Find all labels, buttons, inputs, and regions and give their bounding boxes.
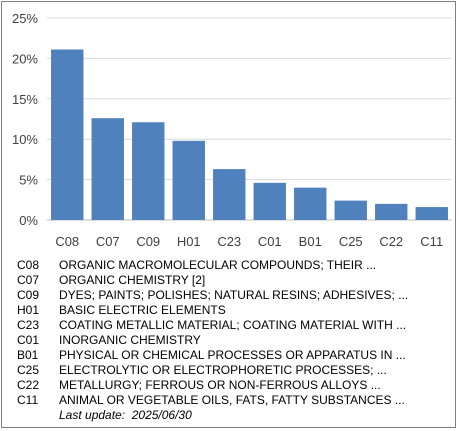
last-update-text: Last update: 2025/06/30 [59, 408, 192, 422]
bar-c25 [334, 200, 367, 220]
legend-item: C09 DYES; PAINTS; POLISHES; NATURAL RESIN… [17, 288, 447, 303]
legend-item: C08 ORGANIC MACROMOLECULAR COMPOUNDS; THE… [17, 258, 447, 273]
x-tick-label: C09 [136, 234, 160, 249]
y-tick-label: 25% [12, 11, 38, 26]
legend-item: C22 METALLURGY; FERROUS OR NON-FERROUS AL… [17, 378, 447, 393]
legend-item: C25 ELECTROLYTIC OR ELECTROPHORETIC PROCE… [17, 363, 447, 378]
legend-label: ORGANIC MACROMOLECULAR COMPOUNDS; THEIR … [59, 258, 377, 272]
legend-label: ELECTROLYTIC OR ELECTROPHORETIC PROCESSE… [59, 363, 387, 377]
legend-code: H01 [17, 303, 40, 317]
bars [51, 49, 448, 221]
x-tick-label: C08 [55, 234, 79, 249]
y-tick-label: 5% [19, 173, 38, 188]
legend-item: H01 BASIC ELECTRIC ELEMENTS [17, 303, 447, 318]
legend-label: ORGANIC CHEMISTRY [2] [59, 273, 206, 287]
y-tick-label: 0% [19, 213, 38, 228]
legend-code: C07 [17, 273, 40, 287]
bar-c01 [253, 182, 286, 220]
legend-code: C25 [17, 363, 40, 377]
legend-label: COATING METALLIC MATERIAL; COATING MATER… [59, 318, 407, 332]
legend-label: PHYSICAL OR CHEMICAL PROCESSES OR APPARA… [59, 348, 406, 362]
legend-item: C01 INORGANIC CHEMISTRY [17, 333, 447, 348]
bar-c22 [375, 203, 408, 220]
legend-item: C11 ANIMAL OR VEGETABLE OILS, FATS, FATTY… [17, 393, 447, 408]
bar-chart: 0% 5% 10% 15% 20% 25% C08 C07 C09 H01 C23 C01 B01 C2… [12, 11, 452, 249]
y-tick-label: 10% [12, 132, 38, 147]
legend-label: DYES; PAINTS; POLISHES; NATURAL RESINS; … [59, 288, 409, 302]
x-tick-label: C11 [420, 234, 443, 249]
y-tick-label: 15% [12, 92, 38, 107]
bar-c09 [132, 122, 165, 220]
x-tick-label: B01 [299, 234, 322, 249]
bar-c08 [51, 49, 84, 221]
x-tick-label: C22 [379, 234, 403, 249]
bar-b01 [294, 187, 327, 220]
legend-label: BASIC ELECTRIC ELEMENTS [59, 303, 226, 317]
legend-code: C23 [17, 318, 40, 332]
y-axis-ticks: 0% 5% 10% 15% 20% 25% [12, 11, 38, 228]
legend-code: C01 [17, 333, 40, 347]
x-tick-label: C01 [258, 234, 282, 249]
legend-label: ANIMAL OR VEGETABLE OILS, FATS, FATTY SU… [59, 393, 405, 407]
legend-item: C07 ORGANIC CHEMISTRY [2] [17, 273, 447, 288]
legend-code: B01 [17, 348, 39, 362]
x-tick-label: C23 [217, 234, 241, 249]
bar-c07 [91, 118, 124, 220]
bar-h01 [172, 140, 205, 220]
legend-item: C23 COATING METALLIC MATERIAL; COATING MA… [17, 318, 447, 333]
bar-c11 [415, 207, 448, 220]
legend-label: METALLURGY; FERROUS OR NON-FERROUS ALLOY… [59, 378, 381, 392]
x-tick-label: C07 [96, 234, 120, 249]
legend-code: C08 [17, 258, 40, 272]
category-legend: C08 ORGANIC MACROMOLECULAR COMPOUNDS; THE… [17, 258, 447, 408]
x-axis-ticks: C08 C07 C09 H01 C23 C01 B01 C25 C22 C11 [55, 234, 443, 249]
x-tick-label: C25 [339, 234, 363, 249]
y-tick-label: 20% [12, 51, 38, 66]
legend-item: B01 PHYSICAL OR CHEMICAL PROCESSES OR APP… [17, 348, 447, 363]
legend-code: C11 [17, 393, 39, 407]
x-tick-label: H01 [177, 234, 201, 249]
legend-code: C22 [17, 378, 40, 392]
legend-code: C09 [17, 288, 40, 302]
legend-label: INORGANIC CHEMISTRY [59, 333, 201, 347]
bar-c23 [213, 169, 246, 220]
